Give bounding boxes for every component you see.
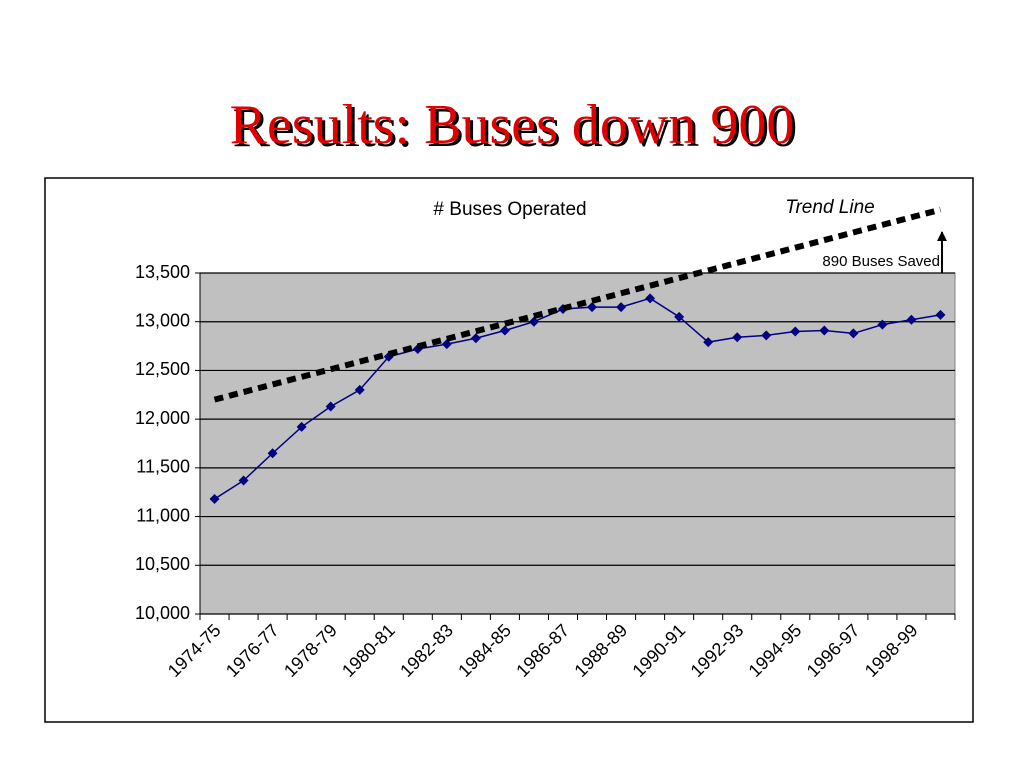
marker [906, 314, 917, 325]
annotation: 890 Buses Saved [822, 253, 940, 270]
marker [354, 384, 365, 395]
marker [790, 326, 801, 337]
marker [732, 332, 743, 343]
marker [296, 421, 307, 432]
marker [238, 475, 249, 486]
y-tick-label: 11,000 [136, 505, 190, 525]
plot-area [199, 272, 956, 615]
slide-title: Results: Buses down 900 [230, 94, 795, 156]
y-tick-label: 12,500 [135, 359, 190, 379]
series-line [214, 297, 941, 500]
marker [703, 337, 714, 348]
y-tick-label: 10,000 [135, 603, 190, 623]
y-tick-label: 12,000 [135, 408, 190, 428]
marker [848, 328, 859, 339]
y-tick-label: 11,500 [136, 457, 190, 477]
marker [209, 494, 220, 505]
marker [587, 302, 598, 313]
y-tick-label: 13,000 [135, 310, 190, 330]
marker [877, 319, 888, 330]
y-tick-label: 13,500 [135, 262, 190, 282]
trend-line [213, 206, 942, 403]
marker [616, 302, 627, 313]
marker [267, 448, 278, 459]
marker [819, 325, 830, 336]
marker [935, 309, 946, 320]
title-shadow: Results: Buses down 900 [233, 97, 798, 159]
marker [499, 325, 510, 336]
marker [674, 311, 685, 322]
y-tick-label: 10,500 [135, 554, 190, 574]
marker [441, 339, 452, 350]
series-label: # Buses Operated [433, 199, 586, 220]
marker [645, 293, 656, 304]
marker [528, 316, 539, 327]
series-label: Trend Line [785, 197, 874, 218]
marker [325, 401, 336, 412]
marker [470, 333, 481, 344]
marker [761, 330, 772, 341]
